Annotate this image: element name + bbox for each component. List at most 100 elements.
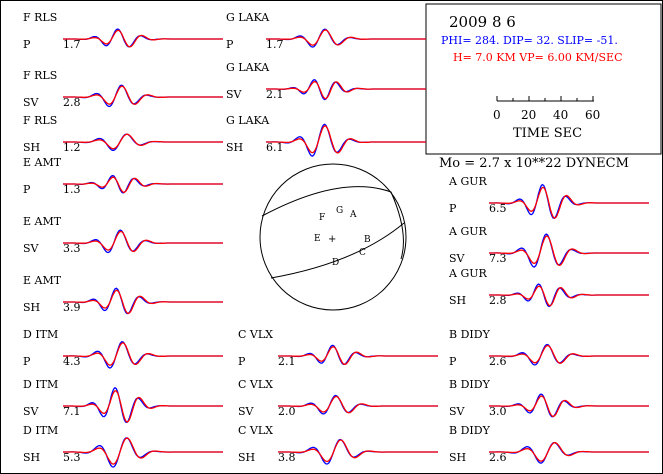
waveform-panel: C VLX P 2.1 xyxy=(238,328,438,368)
waveform-panel: A GUR P 6.5 xyxy=(448,175,649,220)
waveform-panel: E AMT SH 3.9 xyxy=(23,274,223,315)
synthetic-waveform xyxy=(63,437,223,465)
synthetic-waveform xyxy=(266,81,426,100)
amplitude-label: 1.7 xyxy=(266,38,284,51)
waveform-panel: F RLS P 1.7 xyxy=(23,11,223,51)
amplitude-label: 6.5 xyxy=(489,202,507,215)
synthetic-waveform xyxy=(489,344,649,364)
waveform-panel: D ITM SH 5.3 xyxy=(23,424,223,468)
amplitude-label: 5.3 xyxy=(63,451,81,464)
synthetic-waveform xyxy=(489,395,649,418)
waveform-panel: D ITM P 4.3 xyxy=(23,328,223,369)
waveform-panel: B DIDY SV 3.0 xyxy=(449,378,649,418)
synthetic-waveform xyxy=(63,133,223,150)
waveform-panel: G LAKA P 1.7 xyxy=(226,11,426,51)
phase-label: P xyxy=(23,183,31,196)
station-label: D ITM xyxy=(23,424,58,437)
phase-label: SV xyxy=(238,405,255,418)
phase-label: SH xyxy=(226,141,243,154)
observed-waveform xyxy=(63,28,223,48)
phase-label: P xyxy=(449,355,457,368)
station-label: C VLX xyxy=(238,424,273,437)
observed-waveform xyxy=(63,84,223,108)
waveform-panel: G LAKA SV 2.1 xyxy=(226,61,426,101)
waveform-panel: F RLS SH 1.2 xyxy=(23,114,223,154)
station-label: B DIDY xyxy=(449,424,491,437)
focal-center-mark: + xyxy=(328,234,336,245)
station-label: F RLS xyxy=(23,11,57,24)
synthetic-waveform xyxy=(63,176,223,193)
amplitude-label: 2.6 xyxy=(489,451,507,464)
event-date: 2009 8 6 xyxy=(449,13,516,31)
station-label: E AMT xyxy=(23,156,62,169)
phase-label: SV xyxy=(449,405,466,418)
station-mark-c: C xyxy=(359,248,366,258)
station-label: G LAKA xyxy=(226,11,270,24)
header-box xyxy=(425,3,662,155)
station-mark-b: B xyxy=(364,235,371,245)
amplitude-label: 1.3 xyxy=(63,183,81,196)
station-label: F RLS xyxy=(23,114,57,127)
phase-label: P xyxy=(238,355,246,368)
synthetic-waveform xyxy=(489,285,649,307)
synthetic-waveform xyxy=(489,442,649,462)
time-axis-label: TIME SEC xyxy=(513,126,582,141)
waveform-panel: A GUR SH 2.8 xyxy=(448,267,649,308)
depth-velocity: H= 7.0 KM VP= 6.00 KM/SEC xyxy=(453,51,623,64)
nodal-plane-1 xyxy=(270,222,405,279)
synthetic-waveform xyxy=(63,289,223,315)
amplitude-label: 7.1 xyxy=(63,405,81,418)
waveform-panel: A GUR SV 7.3 xyxy=(448,225,649,268)
amplitude-label: 2.1 xyxy=(266,88,284,101)
phase-label: P xyxy=(449,202,457,215)
phase-label: SH xyxy=(23,451,40,464)
station-label: C VLX xyxy=(238,328,273,341)
amplitude-label: 6.1 xyxy=(266,141,284,154)
header-panel: 2009 8 6 PHI= 284. DIP= 32. SLIP= -51. H… xyxy=(425,3,662,155)
waveform-panel: F RLS SV 2.8 xyxy=(23,69,223,109)
time-tick-20: 20 xyxy=(521,108,536,122)
station-label: F RLS xyxy=(23,69,57,82)
observed-waveform xyxy=(63,341,223,369)
waveform-panel: B DIDY SH 2.6 xyxy=(449,424,649,464)
synthetic-waveform xyxy=(63,85,223,105)
station-label: D ITM xyxy=(23,378,58,391)
waveform-panel: G LAKA SH 6.1 xyxy=(226,114,426,157)
synthetic-waveform xyxy=(278,395,438,414)
observed-waveform xyxy=(278,344,438,365)
station-mark-d: D xyxy=(332,258,339,268)
station-mark-a: A xyxy=(349,210,357,220)
synthetic-waveform xyxy=(63,342,223,366)
time-scale-ticks xyxy=(496,96,594,101)
synthetic-waveform xyxy=(489,186,649,219)
amplitude-label: 1.2 xyxy=(63,141,81,154)
amplitude-label: 3.9 xyxy=(63,301,81,314)
phase-label: P xyxy=(23,355,31,368)
station-label: D ITM xyxy=(23,328,58,341)
station-label: B DIDY xyxy=(449,378,491,391)
synthetic-waveform xyxy=(489,235,649,267)
amplitude-label: 3.0 xyxy=(489,405,507,418)
synthetic-waveform xyxy=(63,230,223,253)
phase-label: P xyxy=(226,38,234,51)
phase-label: SV xyxy=(226,88,243,101)
synthetic-waveform xyxy=(63,29,223,48)
amplitude-label: 2.8 xyxy=(489,294,507,307)
focal-sphere-circle xyxy=(259,163,407,311)
waveform-panel: E AMT P 1.3 xyxy=(23,156,223,196)
phase-label: SH xyxy=(23,301,40,314)
waveform-panel: C VLX SH 3.8 xyxy=(238,424,438,465)
station-mark-g: G xyxy=(336,206,343,216)
phase-label: SV xyxy=(23,242,40,255)
phase-label: P xyxy=(23,38,31,51)
amplitude-label: 3.8 xyxy=(278,451,296,464)
station-mark-e: E xyxy=(314,234,321,244)
nodal-plane-2 xyxy=(261,186,404,260)
station-mark-f: F xyxy=(319,213,325,223)
station-label: B DIDY xyxy=(449,328,491,341)
amplitude-label: 2.6 xyxy=(489,355,507,368)
time-scale-bar: 0 20 40 60 TIME SEC xyxy=(493,96,600,141)
mechanism-parameters: PHI= 284. DIP= 32. SLIP= -51. xyxy=(441,34,618,47)
station-label: A GUR xyxy=(448,225,487,238)
